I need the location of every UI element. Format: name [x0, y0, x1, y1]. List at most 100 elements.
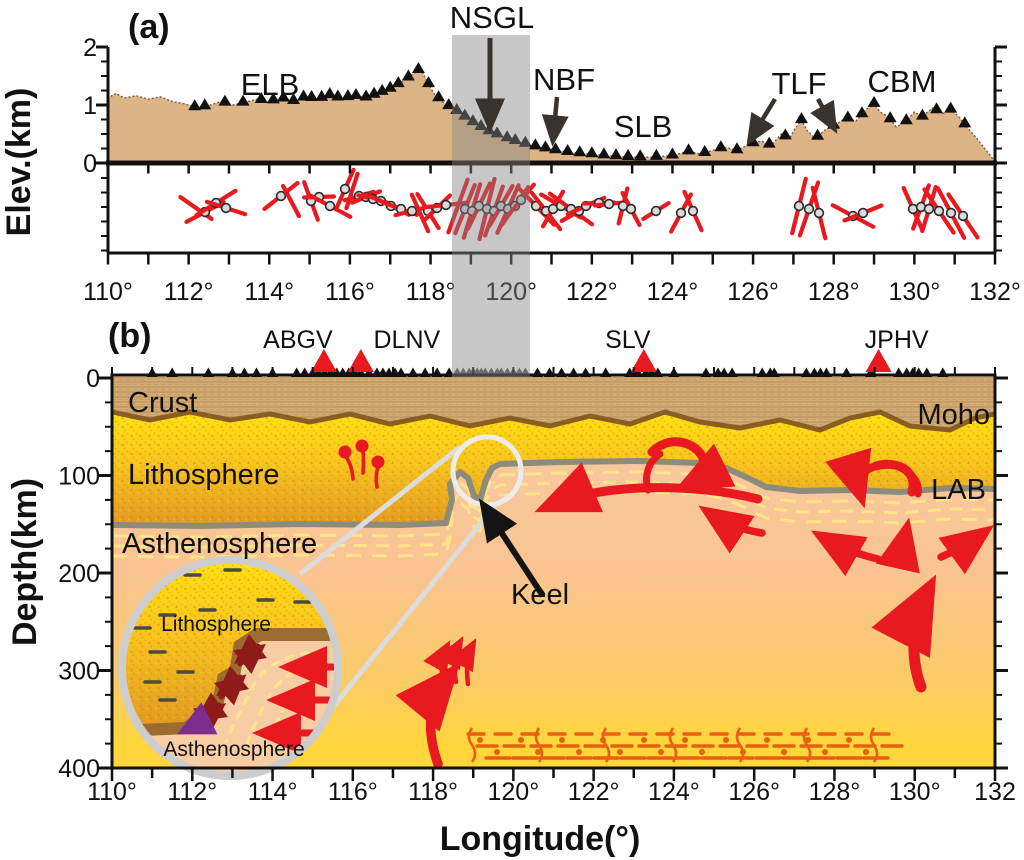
station-triangle — [276, 90, 290, 102]
y-tick-label: 400 — [58, 755, 100, 783]
melt-squiggle — [601, 727, 611, 763]
x-tick-label: 122° — [566, 278, 618, 306]
station-triangle — [794, 112, 808, 124]
melt-dot — [641, 737, 647, 743]
station-triangle — [236, 94, 250, 106]
y-tick-label: 0 — [86, 365, 100, 393]
plume-curl-right — [825, 447, 922, 509]
melt-dot — [822, 749, 828, 755]
station-triangle — [698, 144, 712, 156]
melt-squiggle — [668, 727, 678, 763]
y-tick-label: 200 — [58, 560, 100, 588]
x-tick-label: 116° — [325, 278, 375, 306]
panel-a-ticks — [96, 45, 1007, 265]
melt-squiggle — [735, 727, 745, 763]
station-triangle — [391, 76, 405, 88]
moho-boundary — [112, 409, 995, 433]
volcano-label: SLV — [605, 326, 651, 354]
panel-a-letter: (a) — [128, 8, 170, 46]
station-triangle — [305, 90, 319, 102]
inset-lithosphere-label: Lithosphere — [161, 613, 271, 636]
station-dot — [650, 205, 662, 217]
station-triangle — [518, 135, 532, 147]
station-dot — [803, 203, 815, 215]
station-dot — [406, 205, 418, 217]
station-dot — [933, 205, 945, 217]
station-triangle — [401, 69, 415, 81]
lab-label: LAB — [931, 474, 986, 506]
station-triangle — [458, 108, 472, 120]
asthenosphere-label: Asthenosphere — [122, 528, 317, 560]
station-triangle — [254, 91, 268, 103]
station-triangle — [538, 140, 552, 152]
nbf-label: NBF — [533, 62, 595, 97]
melt-dot — [699, 749, 705, 755]
panel-a-ytick-labels: 2 1 0 — [83, 34, 97, 178]
melt-dot — [535, 749, 541, 755]
volcano-markers: ABGV DLNV SLV JPHV — [263, 326, 929, 372]
melt-dot — [559, 737, 565, 743]
station-triangle — [286, 92, 300, 104]
station-triangle — [297, 89, 311, 101]
y-tick-label: 0 — [83, 150, 97, 178]
station-triangle — [508, 132, 522, 144]
station-triangle — [944, 101, 958, 113]
x-tick-label: 118° — [406, 278, 456, 306]
station-dot — [220, 202, 232, 214]
station-dot — [957, 210, 969, 222]
station-triangle — [633, 149, 647, 161]
x-tick-label: 128° — [809, 778, 861, 806]
station-triangle — [375, 83, 389, 95]
panel-b-ylabel: Depth(km) — [6, 478, 44, 646]
station-triangle — [450, 103, 464, 115]
station-triangle — [218, 94, 232, 106]
station-dot — [440, 199, 452, 211]
lab-boundary — [112, 458, 995, 529]
volcano-label: DLNV — [374, 326, 441, 354]
station-dot — [675, 207, 687, 219]
sks-splitting-bars-layer — [178, 167, 980, 242]
x-tick-label: 110° — [83, 278, 133, 306]
station-triangle — [585, 146, 599, 158]
sheared-asthenosphere-dashes — [112, 470, 995, 559]
station-triangle — [432, 90, 446, 102]
station-triangle — [349, 88, 363, 100]
panel-a-annotations: (a) ELB NSGL NBF SLB TLF CBM Elev.(km) — [0, 0, 936, 236]
panel-a-ylabel: Elev.(km) — [0, 88, 38, 237]
station-triangle — [442, 98, 456, 110]
station-triangle — [778, 128, 792, 140]
melt-dot — [805, 737, 811, 743]
melt-squiggle — [802, 727, 812, 763]
station-triangle — [714, 140, 728, 152]
cbm-label: CBM — [868, 64, 937, 99]
inset-lithosphere-speckle — [122, 560, 338, 727]
melt-dot — [658, 749, 664, 755]
melt-squiggle — [534, 727, 544, 763]
station-dot — [687, 205, 699, 217]
station-dot — [793, 200, 805, 212]
panel-b-ytick-labels: 0 100 200 300 400 — [58, 365, 100, 783]
station-triangle — [266, 92, 280, 104]
volcano-label: JPHV — [865, 326, 929, 354]
x-tick-label: 124° — [648, 778, 700, 806]
station-triangle — [899, 113, 913, 125]
station-triangle — [621, 148, 635, 160]
panel-b-letter: (b) — [108, 317, 151, 355]
station-triangle — [841, 110, 855, 122]
station-dot — [324, 200, 336, 212]
station-triangle — [597, 147, 611, 159]
volcano-label: ABGV — [263, 326, 333, 354]
melt-dot — [764, 737, 770, 743]
x-tick-label: 110° — [87, 778, 137, 806]
melt-dot — [723, 737, 729, 743]
x-tick-label: 118° — [408, 778, 458, 806]
station-triangle — [422, 76, 436, 88]
station-triangle — [682, 143, 696, 155]
y-tick-label: 1 — [83, 92, 97, 120]
y-tick-label: 100 — [58, 463, 100, 491]
inset-purple-arrow — [177, 702, 218, 735]
station-triangle — [609, 148, 623, 160]
melt-dot — [682, 737, 688, 743]
station-triangle — [855, 106, 869, 118]
x-tick-label: 124° — [647, 278, 699, 306]
